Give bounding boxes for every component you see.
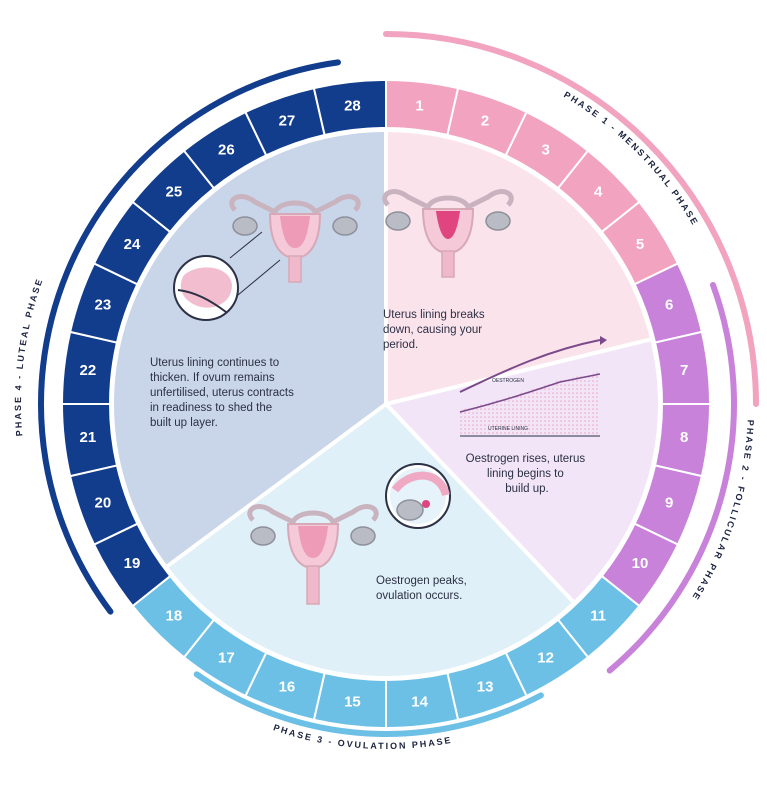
ovary-closeup-icon [173,231,281,321]
day-number: 15 [344,694,361,711]
sector-luteal [114,132,387,567]
day-number: 28 [344,97,361,114]
day-number: 14 [411,694,428,711]
follicular-description: Oestrogen rises, uterus lining begins to… [466,453,589,495]
day-number: 23 [94,296,111,313]
day-number: 2 [481,112,489,129]
day-number: 16 [279,679,296,696]
day-number: 13 [477,679,494,696]
day-number: 19 [124,555,141,572]
uterus-icon [229,194,361,283]
day-number: 7 [680,362,688,379]
day-number: 10 [632,555,649,572]
day-ring: 1234567891011121314151617181920212223242… [60,78,712,730]
sector-divider [384,402,575,603]
day-number: 8 [680,429,688,446]
ovulation-description: Oestrogen peaks, ovulation occurs. [376,575,470,602]
day-number: 17 [218,650,235,667]
luteal-description: Uterus lining continues to thicken. If o… [150,357,297,429]
day-number: 25 [166,183,183,200]
phase-arc-follicular [606,281,737,674]
day-number: 22 [80,362,97,379]
day-number: 18 [166,608,183,625]
phase-arc-menstrual [383,31,759,407]
day-number: 20 [94,495,111,512]
sector-divider [385,337,651,406]
day-number: 27 [279,112,296,129]
day-number: 24 [124,236,141,253]
oestrogen-graph-icon: OESTROGEN UTERINE LINING [459,336,607,437]
day-number: 21 [80,429,97,446]
phase-arc-luteal [38,59,341,615]
day-number: 26 [218,141,235,158]
day-number: 12 [537,650,554,667]
day-number: 1 [415,97,423,114]
phase-arc-ovulation [193,671,544,737]
day-tile-28 [312,78,387,137]
oestrogen-label: OESTROGEN [492,378,524,384]
uterine-lining-label: UTERINE LINING [488,426,528,432]
uterus-icon [247,504,379,605]
ovulation-closeup-icon [385,463,451,529]
day-number: 9 [665,495,673,512]
uterus-icon [382,189,514,278]
sector-divider [166,402,388,568]
day-number: 11 [590,608,606,625]
phase-arcs [38,31,759,737]
day-number: 5 [636,236,644,253]
day-number: 6 [665,296,673,313]
day-number: 4 [594,183,603,200]
menstrual-description: Uterus lining breaks down, causing your … [383,309,488,351]
day-number: 3 [541,141,549,158]
